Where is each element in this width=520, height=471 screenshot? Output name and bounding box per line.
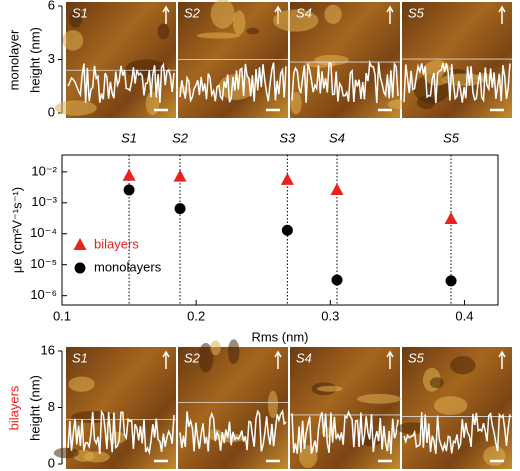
y-tick-label: 0 [48, 104, 55, 119]
afm-feature [83, 451, 110, 463]
y-tick-label: 10⁻⁵ [30, 256, 57, 271]
north-arrow [162, 5, 170, 24]
data-point [445, 275, 457, 287]
x-tick-label: 0.2 [187, 308, 205, 323]
sample-label: S1 [121, 130, 137, 145]
height-profile [403, 63, 511, 103]
panel-title: bilayers [6, 385, 21, 430]
height-profile [179, 62, 287, 103]
x-tick-label: 0.4 [455, 308, 473, 323]
afm-feature [483, 446, 506, 466]
data-point [280, 172, 294, 185]
panel-label: S4 [296, 5, 312, 20]
height-profile [179, 409, 287, 452]
north-arrow [386, 350, 394, 369]
afm-feature [246, 27, 260, 35]
north-arrow [274, 350, 282, 369]
afm-feature [198, 342, 214, 373]
afm-feature [157, 23, 170, 40]
afm-feature [232, 10, 246, 35]
afm-feature [53, 447, 79, 459]
y-tick-label: 10⁻² [31, 163, 57, 178]
panel-title: monolayer [6, 29, 21, 90]
y-tick-label: 10⁻⁶ [30, 287, 57, 302]
afm-feature [290, 92, 302, 115]
panel-label: S1 [72, 350, 88, 365]
panel-label: S2 [184, 5, 201, 20]
afm-feature [69, 10, 83, 28]
afm-feature [450, 356, 476, 375]
data-point [444, 211, 458, 224]
y-tick-label: 10⁻³ [31, 194, 57, 209]
north-arrow [498, 350, 506, 369]
height-profile [67, 62, 175, 103]
data-point [331, 274, 343, 286]
height-profile [291, 59, 399, 103]
sample-label: S3 [279, 130, 296, 145]
height-profile [67, 409, 175, 456]
y-tick-label: 0 [48, 455, 55, 470]
data-point [123, 184, 135, 196]
height-profile [403, 411, 511, 455]
afm-feature [227, 339, 240, 365]
data-point [330, 182, 344, 195]
y-tick-label: 8 [48, 399, 55, 414]
x-tick-label: 0.1 [53, 308, 71, 323]
panel-label: S2 [184, 350, 201, 365]
afm-feature [68, 376, 95, 392]
sample-label: S2 [172, 130, 189, 145]
north-arrow [498, 5, 506, 24]
height-profile [291, 409, 399, 455]
afm-feature [54, 100, 97, 116]
data-point [174, 203, 186, 215]
afm-feature [357, 393, 402, 404]
x-tick-label: 0.3 [321, 308, 339, 323]
panel-label: S1 [72, 5, 88, 20]
sample-label: S5 [443, 130, 460, 145]
plot-frame [61, 154, 499, 306]
afm-feature [324, 4, 342, 24]
afm-feature [196, 32, 240, 39]
y-tick-label: 6 [48, 0, 55, 12]
afm-feature [316, 385, 343, 392]
panel-label: S4 [296, 350, 312, 365]
north-arrow [162, 350, 170, 369]
north-arrow [386, 5, 394, 24]
afm-feature [429, 377, 444, 389]
y-axis-label: height (nm) [27, 27, 42, 93]
y-tick-label: 10⁻⁴ [30, 225, 57, 240]
data-point [122, 168, 136, 181]
panel-label: S5 [408, 350, 425, 365]
y-axis-label: μe (cm²V⁻¹s⁻¹) [9, 187, 24, 273]
y-tick-label: 3 [48, 51, 55, 66]
afm-feature [267, 390, 279, 419]
y-axis-label: height (nm) [27, 375, 42, 441]
afm-feature [433, 396, 468, 415]
afm-feature [210, 0, 235, 29]
y-tick-label: 16 [41, 342, 55, 357]
x-axis-label: Rms (nm) [251, 329, 308, 344]
legend-label: bilayers [94, 236, 139, 251]
sample-label: S4 [329, 130, 345, 145]
panel-label: S5 [408, 5, 425, 20]
afm-feature [210, 340, 221, 356]
legend-marker [74, 262, 86, 274]
afm-feature [62, 30, 84, 51]
afm-feature [273, 9, 319, 32]
legend-label: monolayers [94, 259, 162, 274]
legend-marker [73, 238, 87, 250]
data-point [173, 169, 187, 182]
data-point [281, 224, 293, 236]
